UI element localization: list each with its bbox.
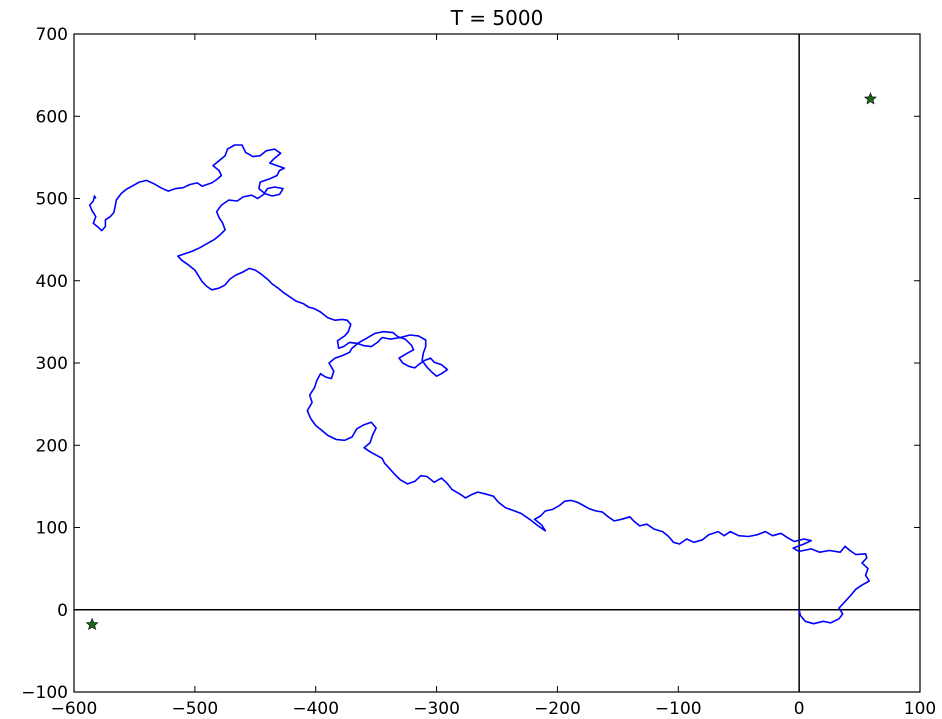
series-layer bbox=[88, 144, 871, 625]
star-marker-0 bbox=[85, 617, 99, 631]
x-tick-label: 0 bbox=[794, 699, 805, 719]
plot-area bbox=[74, 34, 920, 692]
y-tick-label: 200 bbox=[36, 436, 68, 456]
x-tick-label: −100 bbox=[655, 699, 702, 719]
y-tick-label: 100 bbox=[36, 519, 68, 539]
x-tick-label: 100 bbox=[904, 699, 936, 719]
y-axis: −100 0 100 200 300 400 500 600 700 bbox=[21, 25, 920, 703]
y-tick-label: 700 bbox=[36, 25, 68, 45]
x-axis: −600 −500 −400 −300 −200 −100 0 100 bbox=[51, 34, 936, 719]
x-tick-label: −300 bbox=[413, 699, 460, 719]
x-tick-label: −200 bbox=[534, 699, 581, 719]
y-tick-label: 500 bbox=[36, 190, 68, 210]
x-tick-label: −600 bbox=[51, 699, 98, 719]
chart-title: T = 5000 bbox=[450, 6, 544, 30]
y-tick-label: 600 bbox=[36, 107, 68, 127]
x-tick-label: −400 bbox=[292, 699, 339, 719]
reference-lines bbox=[74, 34, 920, 692]
y-tick-label: −100 bbox=[21, 683, 68, 703]
marker-layer bbox=[85, 92, 877, 631]
star-marker-1 bbox=[863, 92, 877, 105]
x-tick-label: −500 bbox=[172, 699, 219, 719]
series-line-0 bbox=[88, 144, 871, 625]
y-tick-label: 400 bbox=[36, 272, 68, 292]
y-tick-label: 300 bbox=[36, 354, 68, 374]
y-tick-label: 0 bbox=[57, 601, 68, 621]
